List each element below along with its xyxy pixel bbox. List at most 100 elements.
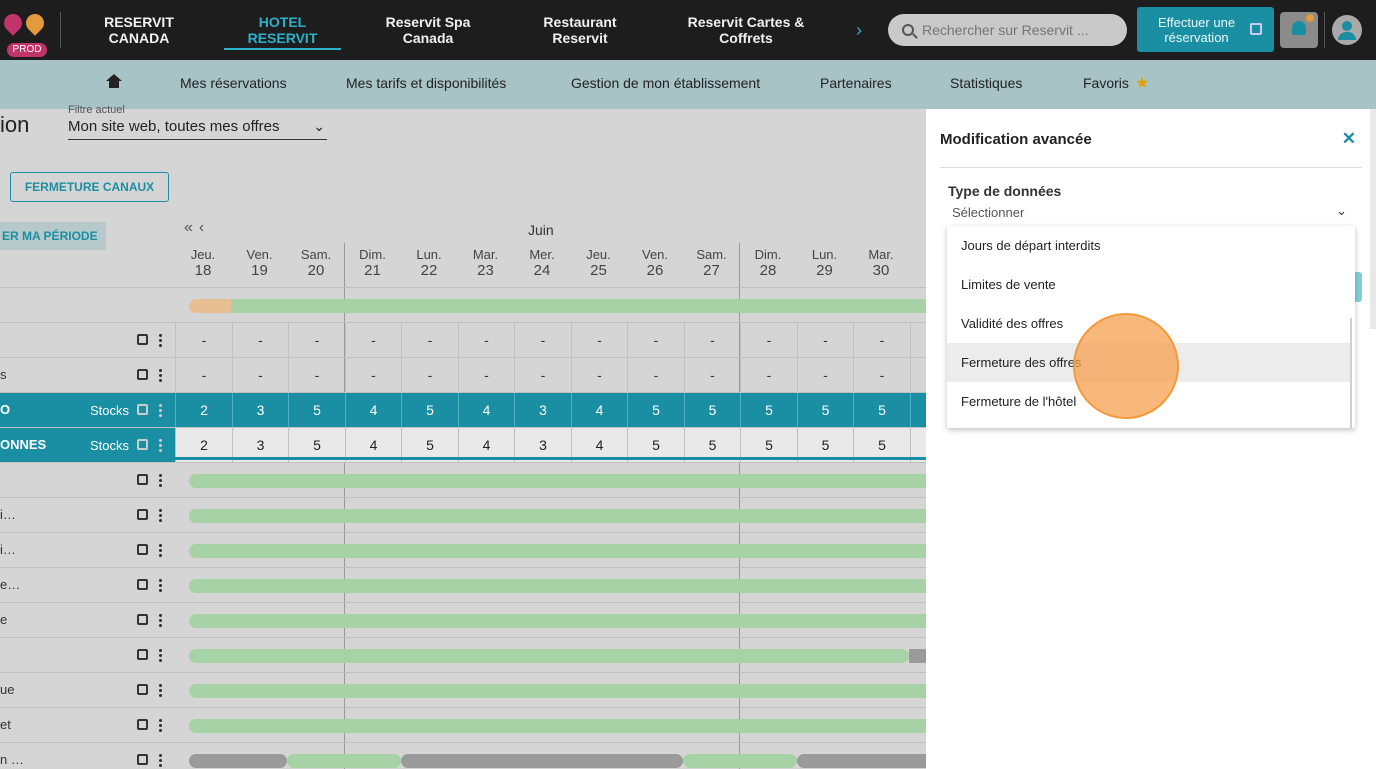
row-actions[interactable] <box>137 403 167 417</box>
calendar-cell[interactable]: 5 <box>853 393 910 428</box>
calendar-cell[interactable]: - <box>853 323 910 358</box>
calendar-cell[interactable]: - <box>344 358 402 393</box>
calendar-cell[interactable]: - <box>683 358 741 393</box>
tab-reservit-canada[interactable]: RESERVIT CANADA <box>104 14 174 46</box>
kebab-menu-icon[interactable] <box>159 543 162 557</box>
kebab-menu-icon[interactable] <box>159 473 162 487</box>
nav-mes-reservations[interactable]: Mes réservations <box>180 75 287 91</box>
calendar-icon[interactable] <box>137 719 148 730</box>
page-scrollbar[interactable] <box>1370 109 1376 329</box>
kebab-menu-icon[interactable] <box>159 508 162 522</box>
close-icon[interactable]: ✕ <box>1341 129 1356 148</box>
calendar-cell[interactable]: 5 <box>740 393 797 428</box>
calendar-cell[interactable]: 2 <box>175 393 232 428</box>
notifications-button[interactable] <box>1280 12 1318 48</box>
calendar-cell[interactable]: - <box>570 358 628 393</box>
calendar-icon[interactable] <box>137 579 148 590</box>
kebab-menu-icon[interactable] <box>159 718 162 732</box>
availability-bar[interactable] <box>189 474 949 488</box>
availability-bar[interactable] <box>189 544 949 558</box>
calendar-cell[interactable]: 4 <box>570 393 628 428</box>
kebab-menu-icon[interactable] <box>159 403 162 417</box>
kebab-menu-icon[interactable] <box>159 753 162 767</box>
row-actions[interactable] <box>137 683 167 697</box>
calendar-cell[interactable]: 5 <box>683 393 741 428</box>
kebab-menu-icon[interactable] <box>159 683 162 697</box>
row-actions[interactable] <box>137 718 167 732</box>
row-actions[interactable] <box>137 508 167 522</box>
calendar-prev-arrows[interactable]: «‹ <box>184 219 211 236</box>
calendar-cell[interactable]: - <box>853 358 910 393</box>
calendar-cell[interactable]: - <box>627 323 684 358</box>
option-validite-offres[interactable]: Validité des offres <box>961 316 1064 331</box>
calendar-cell[interactable] <box>909 393 967 428</box>
kebab-menu-icon[interactable] <box>159 333 162 347</box>
calendar-icon[interactable] <box>137 439 148 450</box>
row-actions[interactable] <box>137 333 167 347</box>
tab-cartes-coffrets[interactable]: Reservit Cartes & Coffrets <box>687 14 805 46</box>
calendar-icon[interactable] <box>137 544 148 555</box>
search-box[interactable] <box>888 14 1127 46</box>
calendar-cell[interactable]: - <box>344 323 402 358</box>
row-actions[interactable] <box>137 648 167 662</box>
calendar-cell[interactable]: - <box>570 323 628 358</box>
calendar-cell[interactable]: - <box>401 358 458 393</box>
user-avatar-icon[interactable] <box>1332 15 1362 45</box>
calendar-cell[interactable]: - <box>796 358 854 393</box>
tab-reservit-spa[interactable]: Reservit Spa Canada <box>385 14 471 46</box>
availability-bar[interactable] <box>683 754 797 768</box>
home-icon[interactable] <box>106 74 122 88</box>
calendar-cell[interactable]: 5 <box>627 393 684 428</box>
calendar-icon[interactable] <box>137 334 148 345</box>
kebab-menu-icon[interactable] <box>159 578 162 592</box>
calendar-cell[interactable]: - <box>175 358 232 393</box>
availability-bar[interactable] <box>189 684 949 698</box>
row-actions[interactable] <box>137 753 167 767</box>
calendar-icon[interactable] <box>137 369 148 380</box>
calendar-cell[interactable]: 4 <box>344 393 402 428</box>
option-jours-depart-interdits[interactable]: Jours de départ interdits <box>961 238 1101 253</box>
calendar-cell[interactable]: 3 <box>231 393 289 428</box>
calendar-icon[interactable] <box>137 509 148 520</box>
calendar-cell[interactable]: - <box>288 358 345 393</box>
row-actions[interactable] <box>137 438 167 452</box>
make-booking-button[interactable]: Effectuer une réservation <box>1137 7 1274 52</box>
calendar-icon[interactable] <box>137 474 148 485</box>
kebab-menu-icon[interactable] <box>159 648 162 662</box>
calendar-icon[interactable] <box>137 649 148 660</box>
availability-bar[interactable] <box>189 649 909 663</box>
kebab-menu-icon[interactable] <box>159 613 162 627</box>
tab-restaurant[interactable]: Restaurant Reservit <box>543 14 617 46</box>
dropdown-scrollbar[interactable] <box>1350 318 1352 428</box>
nav-tarifs-disponibilites[interactable]: Mes tarifs et disponibilités <box>346 75 507 91</box>
calendar-cell[interactable] <box>909 323 967 358</box>
search-input[interactable] <box>922 22 1112 38</box>
filter-select[interactable]: Mon site web, toutes mes offres ⌄ <box>68 118 327 140</box>
availability-bar[interactable] <box>797 754 937 768</box>
calendar-cell[interactable]: 4 <box>457 393 515 428</box>
chevron-right-icon[interactable]: › <box>856 20 862 40</box>
availability-bar[interactable] <box>189 509 949 523</box>
row-actions[interactable] <box>137 578 167 592</box>
row-actions[interactable] <box>137 368 167 382</box>
fermeture-canaux-button[interactable]: FERMETURE CANAUX <box>10 172 169 202</box>
nav-favoris[interactable]: Favoris <box>1083 75 1129 91</box>
calendar-cell[interactable]: - <box>457 358 515 393</box>
tab-hotel-reservit[interactable]: HOTEL RESERVIT <box>224 12 341 50</box>
calendar-cell[interactable]: - <box>740 323 797 358</box>
calendar-cell[interactable]: 5 <box>288 393 345 428</box>
calendar-icon[interactable] <box>137 404 148 415</box>
option-fermeture-hotel[interactable]: Fermeture de l'hôtel <box>961 394 1077 409</box>
calendar-icon[interactable] <box>137 614 148 625</box>
availability-bar[interactable] <box>287 754 401 768</box>
closed-bar[interactable] <box>909 649 929 663</box>
calendar-cell[interactable]: - <box>457 323 515 358</box>
calendar-cell[interactable]: - <box>231 358 289 393</box>
availability-bar[interactable] <box>189 754 287 768</box>
row-actions[interactable] <box>137 543 167 557</box>
availability-bar[interactable] <box>401 754 683 768</box>
calendar-cell[interactable]: 5 <box>401 393 458 428</box>
calendar-cell[interactable]: - <box>514 323 571 358</box>
calendar-cell[interactable]: - <box>175 323 232 358</box>
availability-bar[interactable] <box>189 719 949 733</box>
